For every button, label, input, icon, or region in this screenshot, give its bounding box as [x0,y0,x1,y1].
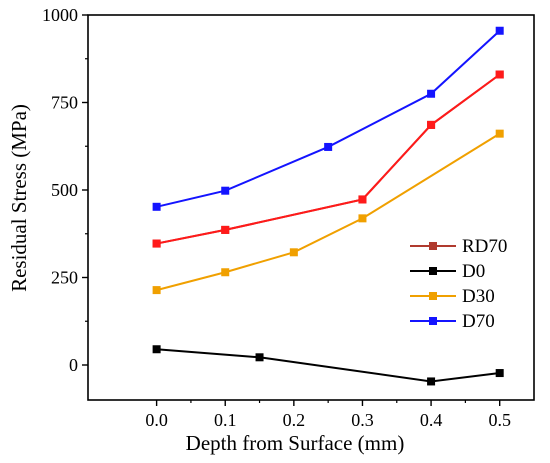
x-tick-label: 0.0 [145,410,168,430]
legend-swatch-marker [429,267,437,275]
d30-point [358,214,367,223]
x-tick-label: 0.5 [488,410,511,430]
x-axis-title: Depth from Surface (mm) [186,431,405,455]
extra-0-point [495,70,504,79]
y-tick-label: 250 [51,268,78,288]
x-tick-label: 0.4 [420,410,443,430]
d70-point [324,142,333,151]
extra-0-point [358,195,367,204]
d0-line [156,348,500,383]
d30-point [152,286,161,295]
y-tick-label: 500 [51,180,78,200]
d0-point [427,377,436,386]
extra-0-series [152,70,504,248]
d0-point [255,353,264,362]
d70-point [495,26,504,35]
d30-line [156,132,501,292]
d70-series [152,26,504,211]
rd70-series [152,70,504,248]
rd70-line [156,73,501,245]
d30-point [289,248,298,257]
d30-point [221,268,230,277]
extra-0-point [152,239,161,248]
extra-0-line [156,73,501,245]
series-layer [152,26,504,386]
y-axis-ticks: 0 250 500 750 1000 [42,5,88,375]
legend-label: D0 [462,261,485,282]
x-tick-label: 0.3 [351,410,374,430]
y-tick-label: 1000 [42,5,78,25]
legend: RD70 D0 D30 D70 [410,236,507,332]
extra-0-point [427,120,436,129]
d30-series [152,129,504,295]
d0-point [495,369,504,378]
d70-line [156,30,501,208]
x-axis-ticks: 0.0 0.1 0.2 0.3 0.4 0.5 [145,400,511,430]
legend-label: RD70 [462,236,507,257]
legend-swatch-marker [429,317,437,325]
y-axis-title: Residual Stress (MPa) [7,104,31,292]
y-tick-label: 0 [69,355,78,375]
extra-0-point [221,225,230,234]
plot-frame [87,14,535,401]
x-tick-label: 0.2 [283,410,306,430]
d0-series [152,345,504,386]
legend-swatch-marker [429,242,437,250]
d70-point [152,202,161,211]
plot-border [87,14,535,401]
d70-point [221,186,230,195]
legend-label: D30 [462,286,495,307]
d30-point [495,129,504,138]
legend-label: D70 [462,311,495,332]
legend-swatch-marker [429,292,437,300]
d0-point [152,345,161,354]
x-tick-label: 0.1 [214,410,237,430]
d70-point [427,89,436,98]
y-tick-label: 750 [51,93,78,113]
